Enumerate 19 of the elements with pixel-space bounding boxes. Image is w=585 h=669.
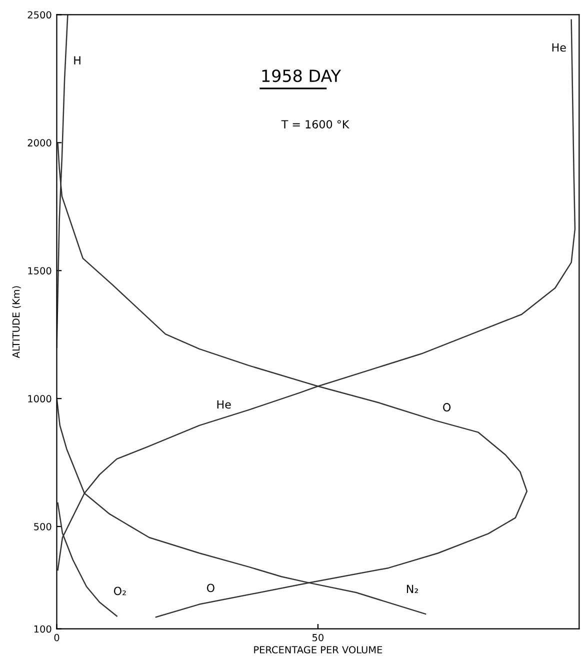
y-tick-label: 1500	[28, 267, 52, 274]
y-tick-label: 2500	[28, 11, 52, 19]
text: T = 1600 °K	[281, 120, 350, 128]
x-tick-label: 0	[54, 634, 60, 642]
y-tick-label: 2000	[28, 139, 52, 146]
annotation: O₂	[114, 586, 126, 596]
y-tick-label: 500	[34, 522, 52, 530]
x-tick-label: 50	[312, 634, 324, 642]
annotation: He	[552, 43, 566, 52]
annotation: O	[443, 403, 451, 412]
y-axis-title: ALTITUDE (Km)	[12, 286, 21, 358]
y-tick-label: 100	[34, 625, 52, 633]
annotation: He	[217, 400, 231, 409]
x-axis-title: PERCENTAGE PER VOLUME	[254, 646, 382, 654]
y-tick-label: 1000	[28, 395, 52, 402]
text: 1958 DAY	[262, 70, 342, 82]
annotation: N₂	[406, 584, 418, 594]
annotation: H	[74, 56, 80, 64]
annotation: O	[206, 584, 214, 592]
